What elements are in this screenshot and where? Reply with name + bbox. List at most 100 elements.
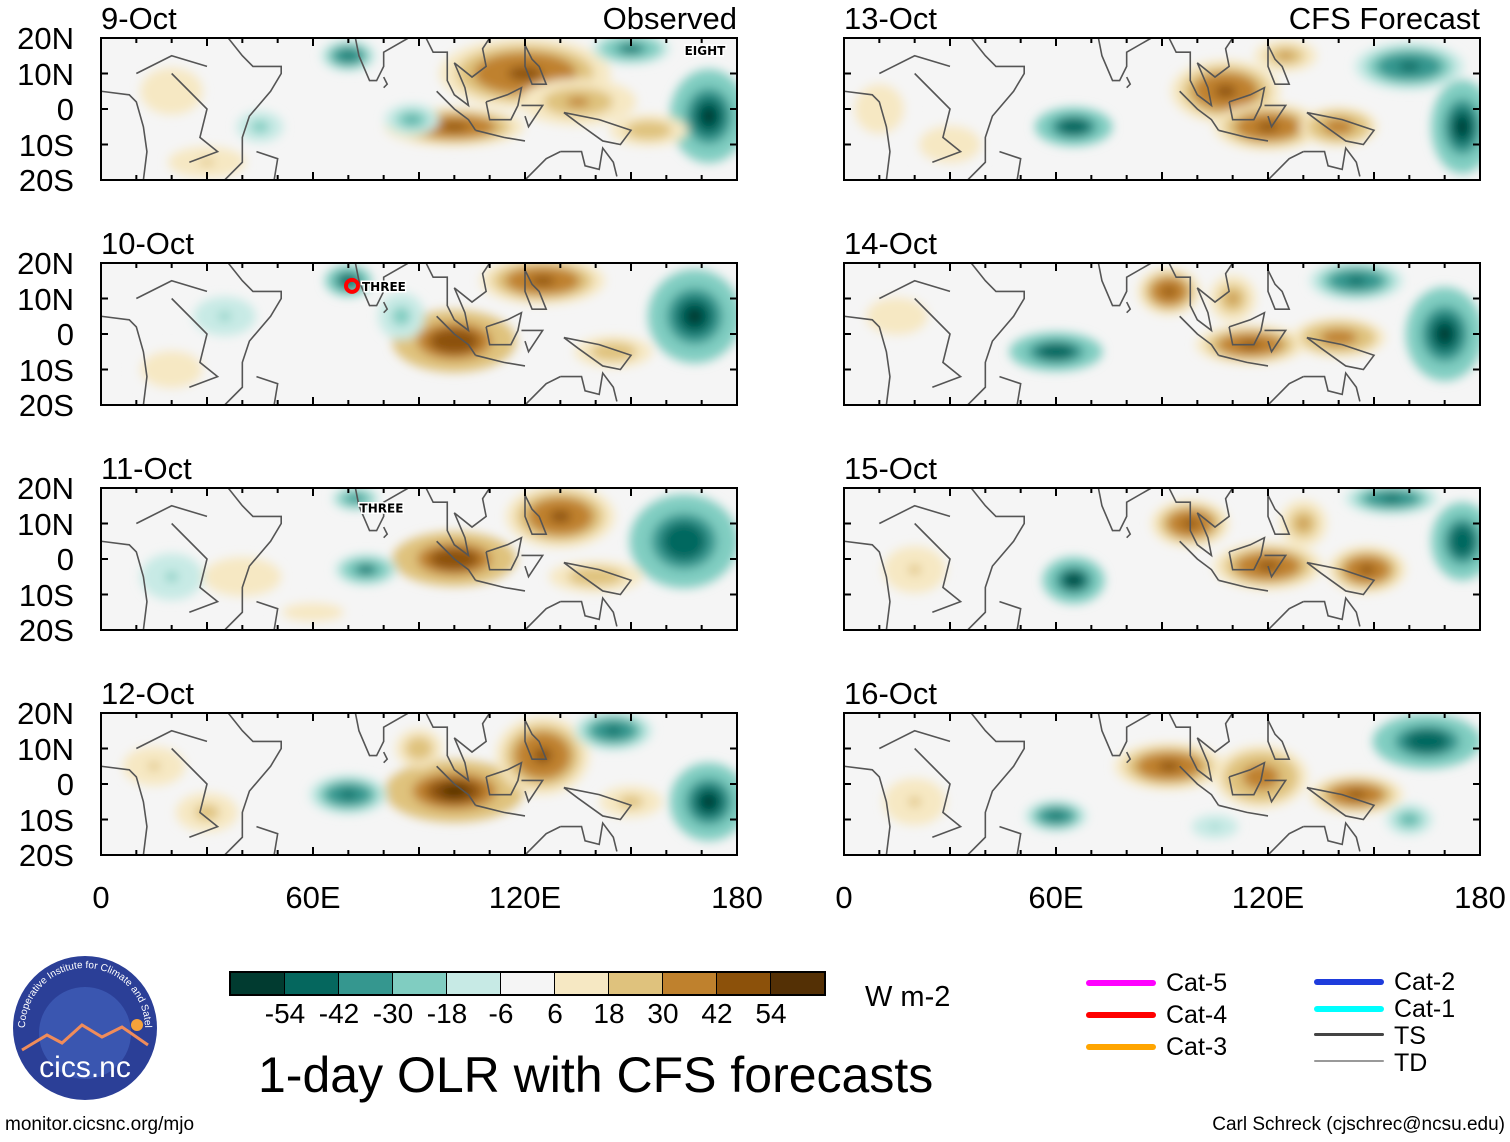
olr-anomaly-contour (1347, 276, 1366, 285)
legend-label: TD (1394, 1049, 1428, 1077)
colorbar-swatch (231, 973, 285, 994)
coastline (1168, 713, 1234, 783)
coastline (382, 76, 389, 89)
olr-anomaly-contour (218, 312, 231, 321)
cics-logo: Cooperative Institute for Climate and Sa… (9, 947, 158, 1101)
coastline (475, 354, 526, 367)
coastline (135, 279, 208, 300)
coastline (1097, 713, 1152, 757)
storm-symbol-icon (344, 277, 360, 294)
legend-line-cat-2 (1314, 979, 1384, 985)
coastline (914, 297, 963, 388)
coastline (524, 494, 548, 535)
olr-anomaly-contour (1298, 518, 1308, 529)
map-panel-13-Oct (843, 37, 1481, 181)
olr-anomaly-contour (1162, 286, 1176, 297)
coastline (560, 146, 618, 177)
coastline (914, 747, 963, 838)
olr-anomaly-contour (414, 744, 424, 753)
y-tick-label: 0 (56, 92, 74, 127)
footer-url[interactable]: monitor.cicsnc.org/mjo (5, 1114, 195, 1135)
map-panel-10-Oct: THREE (100, 262, 738, 406)
x-tick-label: 60E (1028, 880, 1084, 915)
coastline (425, 488, 491, 558)
olr-anomaly-contour (406, 116, 418, 123)
coastline (1267, 494, 1291, 535)
coastline (1267, 825, 1304, 855)
coastline (475, 129, 526, 142)
coastline (1264, 329, 1288, 354)
y-tick-label: 10N (17, 281, 74, 317)
y-tick-label: 10N (17, 56, 74, 92)
coastline (524, 825, 561, 855)
coastline (1267, 44, 1291, 85)
olr-anomaly-contour (340, 790, 357, 799)
olr-anomaly-contour (234, 572, 251, 581)
coastline (844, 315, 891, 405)
panel-date: 10-Oct (101, 226, 195, 261)
chart-title: 1-day OLR with CFS forecasts (258, 1047, 934, 1103)
coastline (878, 279, 951, 300)
coastline (485, 761, 523, 796)
colorbar-swatch (447, 973, 501, 994)
coastline (1125, 526, 1132, 539)
coastline (1168, 488, 1234, 558)
coastline (844, 90, 891, 180)
coastline (1228, 761, 1266, 796)
olr-anomaly-contour (1067, 575, 1080, 585)
colorbar-swatch (501, 973, 555, 994)
coastline (950, 38, 1025, 180)
y-tick-label: 20S (18, 163, 74, 198)
y-tick-label: 20N (17, 471, 74, 506)
olr-anomaly-contour (1398, 61, 1421, 72)
olr-anomaly-contour (908, 797, 921, 807)
coastline (878, 504, 951, 525)
olr-anomaly-contour (200, 808, 214, 817)
coastline (1125, 751, 1132, 764)
coastline (999, 825, 1022, 855)
map-panel-12-Oct (100, 712, 738, 856)
coastline (560, 371, 618, 402)
colorbar-tick-label: -30 (372, 998, 414, 1029)
y-tick-label: 10S (18, 802, 74, 838)
coastline (1306, 786, 1376, 821)
coastline (1218, 804, 1269, 817)
y-tick-label: 10N (17, 506, 74, 542)
coastline (1267, 150, 1304, 180)
y-tick-label: 20S (18, 838, 74, 873)
coastline (524, 269, 548, 310)
olr-anomaly-contour (623, 45, 639, 52)
coastline (1179, 540, 1220, 581)
olr-anomaly-contour (396, 311, 406, 321)
olr-anomaly-contour (1436, 324, 1453, 344)
coastline (101, 315, 148, 405)
coastline (101, 765, 148, 855)
coastline (1267, 600, 1304, 630)
legend-label: Cat-3 (1166, 1033, 1228, 1061)
coastline (425, 263, 491, 333)
coastline (560, 596, 618, 627)
coastline (475, 804, 526, 817)
y-tick-label: 20N (17, 696, 74, 731)
olr-anomaly-contour (1210, 824, 1220, 829)
map-panel-11-Oct: THREE (100, 487, 738, 631)
y-tick-label: 10S (18, 352, 74, 388)
coastline (1303, 371, 1361, 402)
coastline (354, 488, 409, 532)
coastline (354, 263, 409, 307)
coastline (485, 86, 523, 121)
x-tick-label: 120E (488, 880, 562, 915)
coastline (1306, 111, 1376, 146)
colorbar-swatch (393, 973, 447, 994)
olr-anomaly-contour (147, 762, 161, 771)
coastline (521, 779, 545, 804)
coastline (914, 522, 963, 613)
olr-anomaly-contour (624, 798, 638, 805)
legend-label: Cat-2 (1394, 968, 1456, 996)
olr-anomaly-contour (889, 311, 905, 321)
olr-anomaly-contour (1404, 816, 1414, 823)
olr-anomaly-contour (1416, 735, 1438, 747)
coastline (171, 297, 220, 388)
olr-anomaly-contour (163, 364, 180, 375)
olr-anomaly-contour (1046, 347, 1066, 356)
